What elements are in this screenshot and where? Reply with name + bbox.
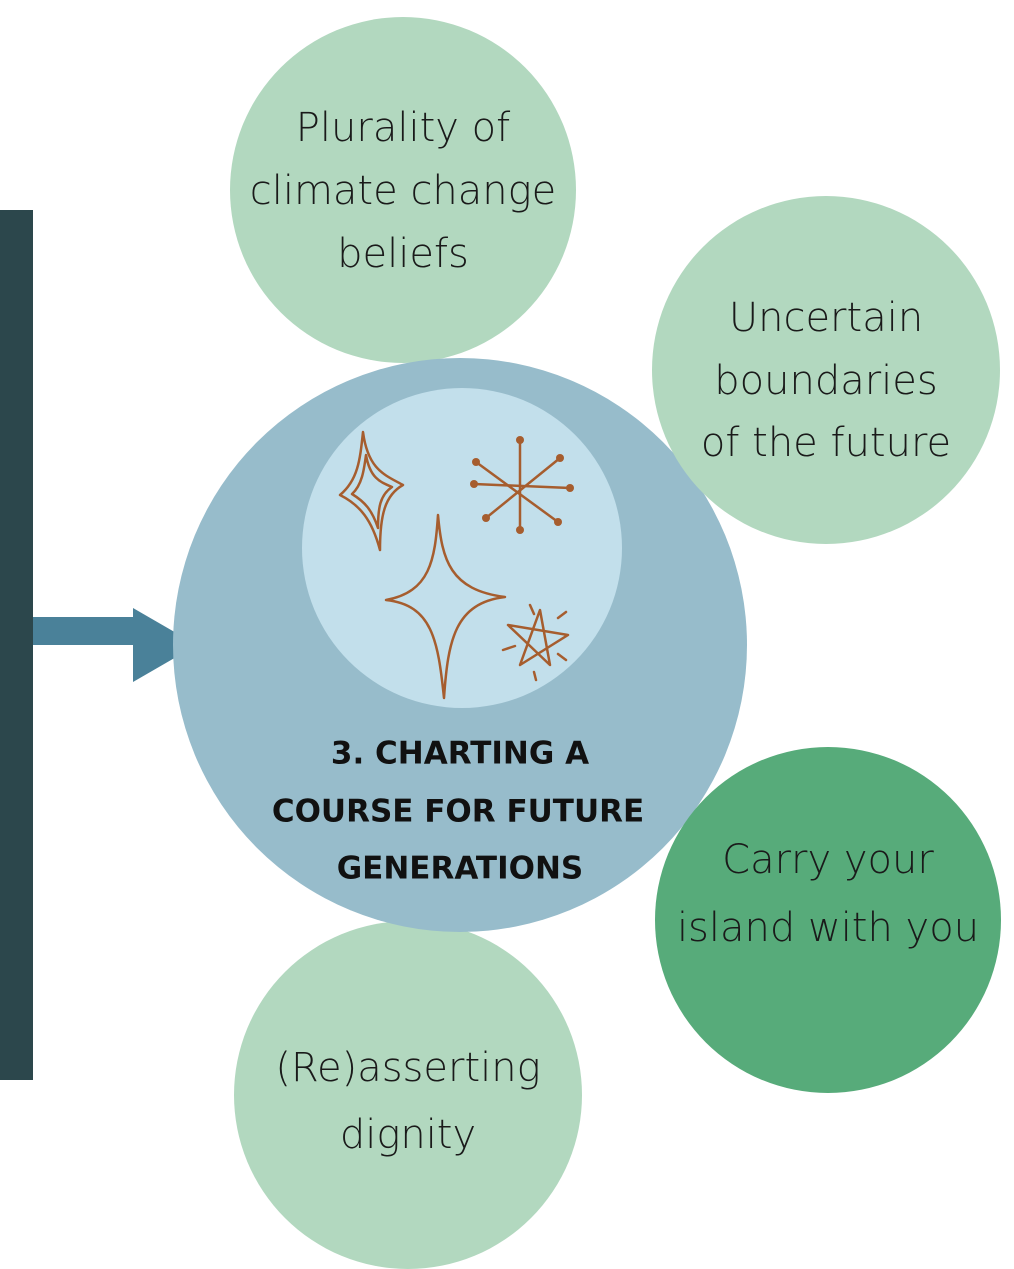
node-label: beliefs (337, 231, 469, 277)
node-label: climate change (250, 168, 557, 214)
node-label: (Re)asserting (275, 1045, 540, 1091)
node-label: Carry your (722, 837, 934, 883)
inner-circle (302, 388, 622, 708)
center-label: GENERATIONS (337, 851, 584, 887)
center-label: 3. CHARTING A (331, 736, 589, 772)
center-label: COURSE FOR FUTURE (272, 794, 644, 830)
node-label: dignity (340, 1112, 476, 1158)
node-circle (234, 921, 582, 1269)
diagram: Plurality of climate change beliefs Unce… (0, 0, 1014, 1269)
node-label: of the future (701, 420, 951, 466)
node-label: boundaries (714, 358, 937, 404)
node-label: Plurality of (296, 105, 510, 151)
side-bar (0, 210, 33, 1080)
node-label: island with you (677, 905, 979, 951)
arrow-shaft (33, 617, 137, 645)
node-label: Uncertain (729, 295, 923, 341)
